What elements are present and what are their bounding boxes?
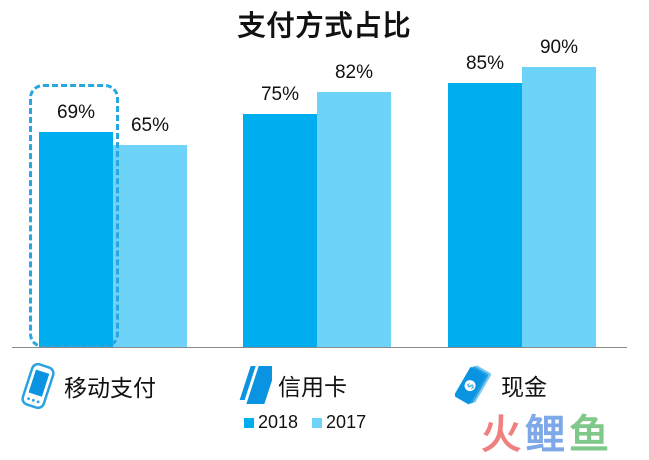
cash-icon: $ (455, 365, 492, 405)
category-credit-card: 信用卡 (236, 362, 347, 408)
bar-2018 (243, 114, 317, 347)
legend-label: 2018 (258, 412, 299, 432)
watermark-char: 鱼 (569, 412, 613, 458)
value-label: 82% (334, 62, 374, 83)
legend: 2018 2017 (244, 412, 380, 433)
x-axis-line (12, 347, 627, 348)
category-mobile-payment: 移动支付 (18, 362, 156, 410)
category-label: 移动支付 (64, 376, 156, 402)
mobile-phone-icon (21, 362, 55, 410)
legend-swatch (312, 417, 323, 428)
value-label: 75% (260, 84, 300, 105)
chart-title: 支付方式占比 (237, 9, 412, 42)
value-label: 69% (56, 102, 96, 123)
watermark-logo: 火鲤鱼 (481, 402, 613, 460)
category-cash: $ 现金 (455, 362, 547, 408)
watermark-char: 火 (481, 412, 525, 458)
value-label: 65% (130, 115, 170, 136)
bar-2017 (317, 92, 391, 347)
category-label: 信用卡 (278, 375, 347, 401)
svg-text:$: $ (466, 381, 478, 391)
bar-2017 (522, 67, 596, 347)
legend-item-2018: 2018 (244, 412, 298, 433)
category-label: 现金 (501, 375, 547, 401)
bar-2017 (113, 145, 187, 347)
bar-2018 (39, 132, 113, 347)
watermark-char: 鲤 (525, 412, 569, 458)
legend-item-2017: 2017 (312, 412, 366, 433)
bar-2018 (448, 83, 522, 347)
credit-card-icon (239, 366, 272, 404)
highlight-box (29, 84, 119, 348)
legend-swatch (244, 417, 254, 428)
value-label: 90% (539, 37, 579, 58)
value-label: 85% (465, 53, 505, 74)
legend-label: 2017 (326, 412, 367, 432)
